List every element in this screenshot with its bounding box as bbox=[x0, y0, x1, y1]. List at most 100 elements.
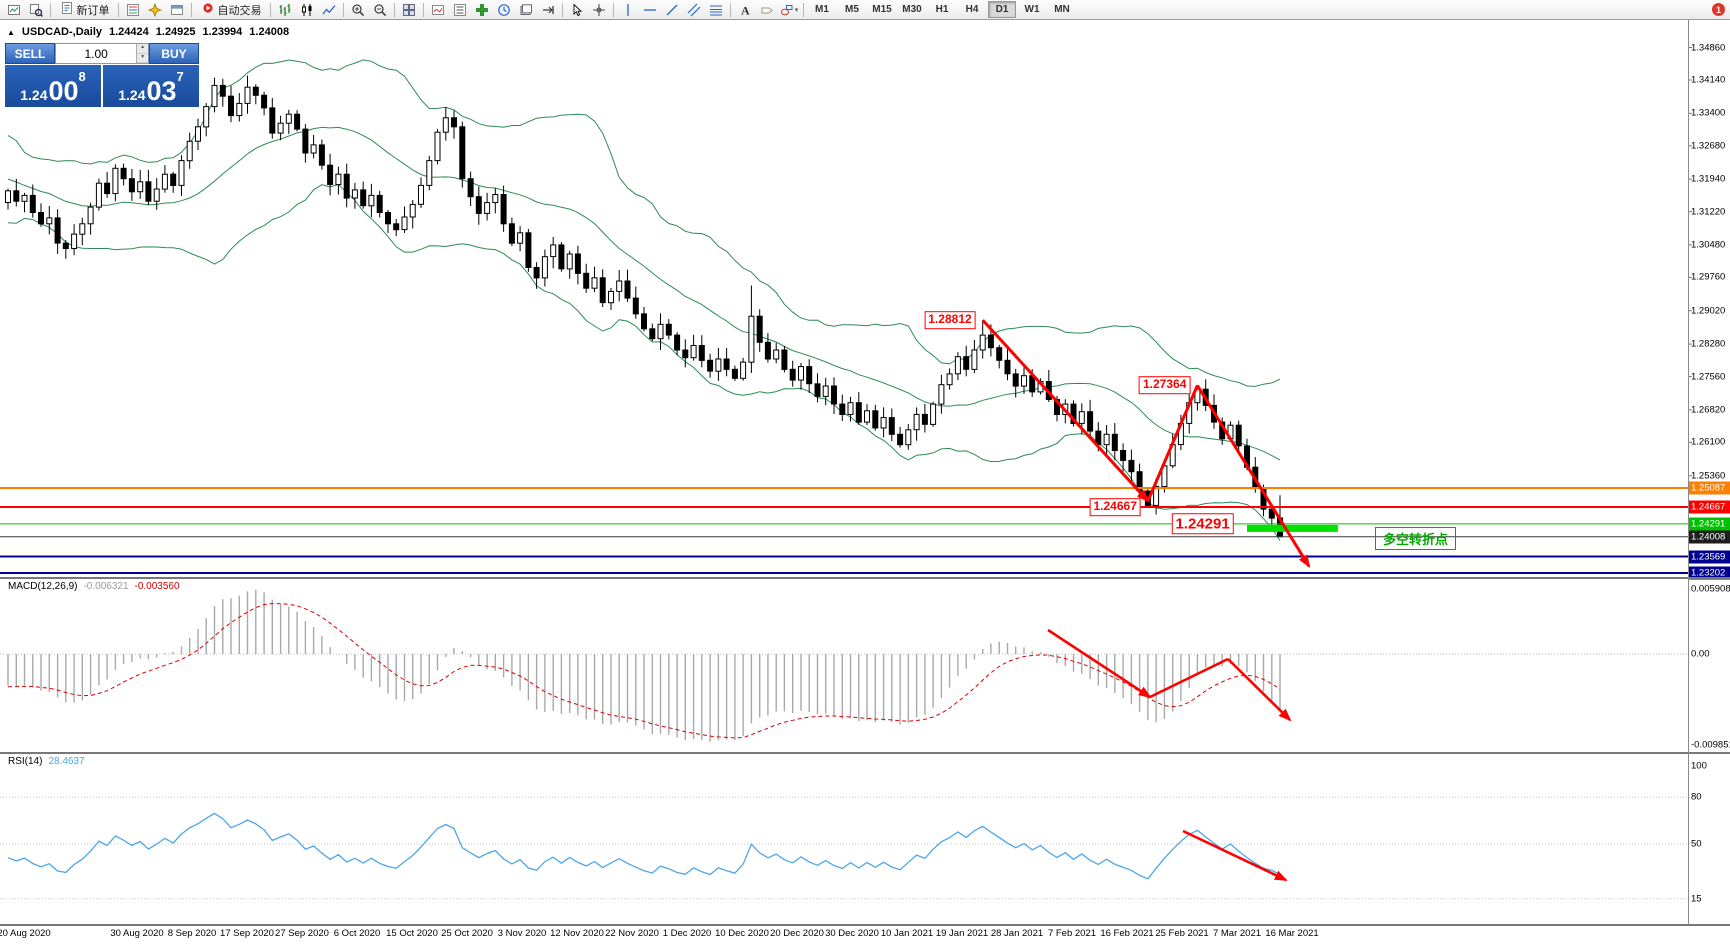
price-axis-separator bbox=[1688, 20, 1689, 925]
price-axis-label: 1.31940 bbox=[1691, 173, 1726, 185]
autotrading-button[interactable]: 自动交易 bbox=[196, 0, 267, 19]
sell-price-button[interactable]: 1.24 00 8 bbox=[5, 65, 101, 107]
templates-icon[interactable] bbox=[516, 0, 537, 19]
crosshair-icon[interactable] bbox=[589, 0, 610, 19]
trend-arrows[interactable] bbox=[981, 319, 1311, 569]
price-axis-label: 1.28280 bbox=[1691, 338, 1726, 350]
indicators-icon[interactable] bbox=[428, 0, 449, 19]
chart-shift-icon[interactable] bbox=[538, 0, 559, 19]
channel-icon[interactable] bbox=[684, 0, 705, 19]
ohlc-low: 1.23994 bbox=[202, 26, 243, 38]
timeframe-m1-button[interactable]: M1 bbox=[815, 4, 829, 15]
rsi-axis-label: 100 bbox=[1691, 760, 1707, 772]
cursor-icon[interactable] bbox=[567, 0, 588, 19]
timeframe-m30-button[interactable]: M30 bbox=[902, 4, 922, 15]
toolbar-separator bbox=[730, 2, 731, 17]
tile-windows-icon[interactable] bbox=[399, 0, 420, 19]
timeframe-d1-button[interactable]: D1 bbox=[988, 1, 1016, 18]
lot-increase-icon[interactable]: ▲ bbox=[137, 44, 148, 54]
ohlc-open: 1.24424 bbox=[109, 26, 149, 38]
macd-panel-splitter[interactable] bbox=[0, 577, 1730, 579]
candlestick-chart-icon[interactable] bbox=[297, 0, 318, 19]
rsi-trend-arrows[interactable] bbox=[1182, 829, 1288, 882]
market-watch-icon[interactable] bbox=[123, 0, 144, 19]
add-indicator-icon[interactable] bbox=[472, 0, 493, 19]
price-axis-label: 1.32680 bbox=[1691, 140, 1726, 152]
new-chart-icon[interactable] bbox=[4, 0, 25, 19]
toolbar: 新订单 自动交易 A ▾ M1 M5 M15 M30 H1 H4 D1 W1 MN bbox=[0, 0, 1730, 20]
time-axis-label: 25 Feb 2021 bbox=[1155, 928, 1209, 939]
time-axis-label: 8 Sep 2020 bbox=[167, 928, 217, 939]
text-icon[interactable]: A bbox=[735, 0, 756, 19]
toolbar-separator bbox=[394, 2, 395, 17]
shapes-icon[interactable]: ▾ bbox=[779, 0, 800, 19]
ohlc-high: 1.24925 bbox=[155, 26, 196, 38]
price-annotation-label[interactable]: 1.24291 bbox=[1171, 513, 1234, 535]
trendline-icon[interactable] bbox=[662, 0, 683, 19]
autotrading-button-label: 自动交易 bbox=[217, 4, 262, 17]
timeframe-mn-button[interactable]: MN bbox=[1054, 4, 1070, 15]
bar-chart-icon[interactable] bbox=[275, 0, 296, 19]
time-axis-label: 1 Dec 2020 bbox=[662, 928, 712, 939]
timeframe-m15-button[interactable]: M15 bbox=[872, 4, 892, 15]
lot-size-input[interactable] bbox=[56, 44, 137, 63]
buy-price-sup: 7 bbox=[176, 69, 184, 84]
line-chart-icon[interactable] bbox=[319, 0, 340, 19]
toolbar-separator bbox=[803, 2, 804, 17]
new-order-button-label: 新订单 bbox=[76, 4, 110, 17]
rsi-axis-label: 50 bbox=[1691, 838, 1702, 850]
sell-price-sup: 8 bbox=[78, 69, 86, 84]
rsi-axis-label: 15 bbox=[1691, 893, 1702, 905]
symbol-period-label: USDCAD-,Daily bbox=[21, 26, 102, 38]
time-axis-splitter[interactable] bbox=[0, 924, 1730, 926]
terminal-icon[interactable] bbox=[167, 0, 188, 19]
price-annotation-label[interactable]: 1.27364 bbox=[1139, 376, 1191, 395]
price-axis-label: 1.27560 bbox=[1691, 371, 1726, 383]
toolbar-separator bbox=[343, 2, 344, 17]
horizontal-line-icon[interactable] bbox=[640, 0, 661, 19]
zoom-in-icon[interactable] bbox=[348, 0, 369, 19]
new-order-button[interactable]: 新订单 bbox=[55, 0, 115, 19]
timeframe-h4-button[interactable]: H4 bbox=[965, 4, 979, 15]
profiles-icon[interactable] bbox=[26, 0, 47, 19]
rsi-panel-splitter[interactable] bbox=[0, 752, 1730, 754]
rsi-axis-label: 80 bbox=[1691, 791, 1702, 803]
buy-button[interactable]: BUY bbox=[149, 43, 199, 64]
timeframe-m5-button[interactable]: M5 bbox=[845, 4, 859, 15]
sell-button[interactable]: SELL bbox=[5, 43, 55, 64]
macd-trend-arrows[interactable] bbox=[1047, 628, 1292, 722]
zoom-out-icon[interactable] bbox=[370, 0, 391, 19]
indicator-list-icon[interactable] bbox=[450, 0, 471, 19]
fibonacci-icon[interactable] bbox=[706, 0, 727, 19]
navigator-icon[interactable] bbox=[145, 0, 166, 19]
pivot-note-box[interactable]: 多空转折点 bbox=[1375, 526, 1457, 550]
price-level-badge: 1.24291 bbox=[1689, 517, 1730, 531]
price-annotation-label[interactable]: 1.28812 bbox=[924, 311, 976, 329]
buy-price-button[interactable]: 1.24 03 7 bbox=[103, 65, 199, 107]
support-highlight-bar[interactable] bbox=[1247, 524, 1338, 532]
notification-badge[interactable]: 1 bbox=[1712, 3, 1725, 16]
label-icon[interactable] bbox=[757, 0, 778, 19]
timeframe-h1-button[interactable]: H1 bbox=[935, 4, 949, 15]
buy-price-prefix: 1.24 bbox=[118, 86, 146, 103]
price-level-badge: 1.23569 bbox=[1689, 550, 1730, 563]
horizontal-level-lines[interactable] bbox=[0, 487, 1688, 574]
period-icon[interactable] bbox=[494, 0, 515, 19]
macd-label: MACD(12,26,9) -0.006321 -0.003560 bbox=[8, 581, 180, 592]
price-axis-label: 1.34140 bbox=[1691, 74, 1726, 86]
lot-decrease-icon[interactable]: ▼ bbox=[137, 53, 148, 63]
price-axis-label: 1.31220 bbox=[1691, 206, 1726, 218]
time-axis-label: 19 Jan 2021 bbox=[935, 928, 989, 939]
time-axis-label: 25 Oct 2020 bbox=[441, 928, 493, 939]
rsi-level-lines bbox=[0, 796, 1688, 900]
macd-signal-line bbox=[7, 603, 1281, 739]
price-annotation-label[interactable]: 1.24667 bbox=[1089, 498, 1141, 516]
sell-price-prefix: 1.24 bbox=[20, 86, 48, 103]
price-level-badge: 1.25087 bbox=[1689, 481, 1730, 495]
macd-histogram bbox=[7, 590, 1281, 742]
vertical-line-icon[interactable] bbox=[618, 0, 639, 19]
oneclick-toggle-icon[interactable]: ▲ bbox=[7, 27, 15, 37]
timeframe-w1-button[interactable]: W1 bbox=[1024, 4, 1040, 15]
